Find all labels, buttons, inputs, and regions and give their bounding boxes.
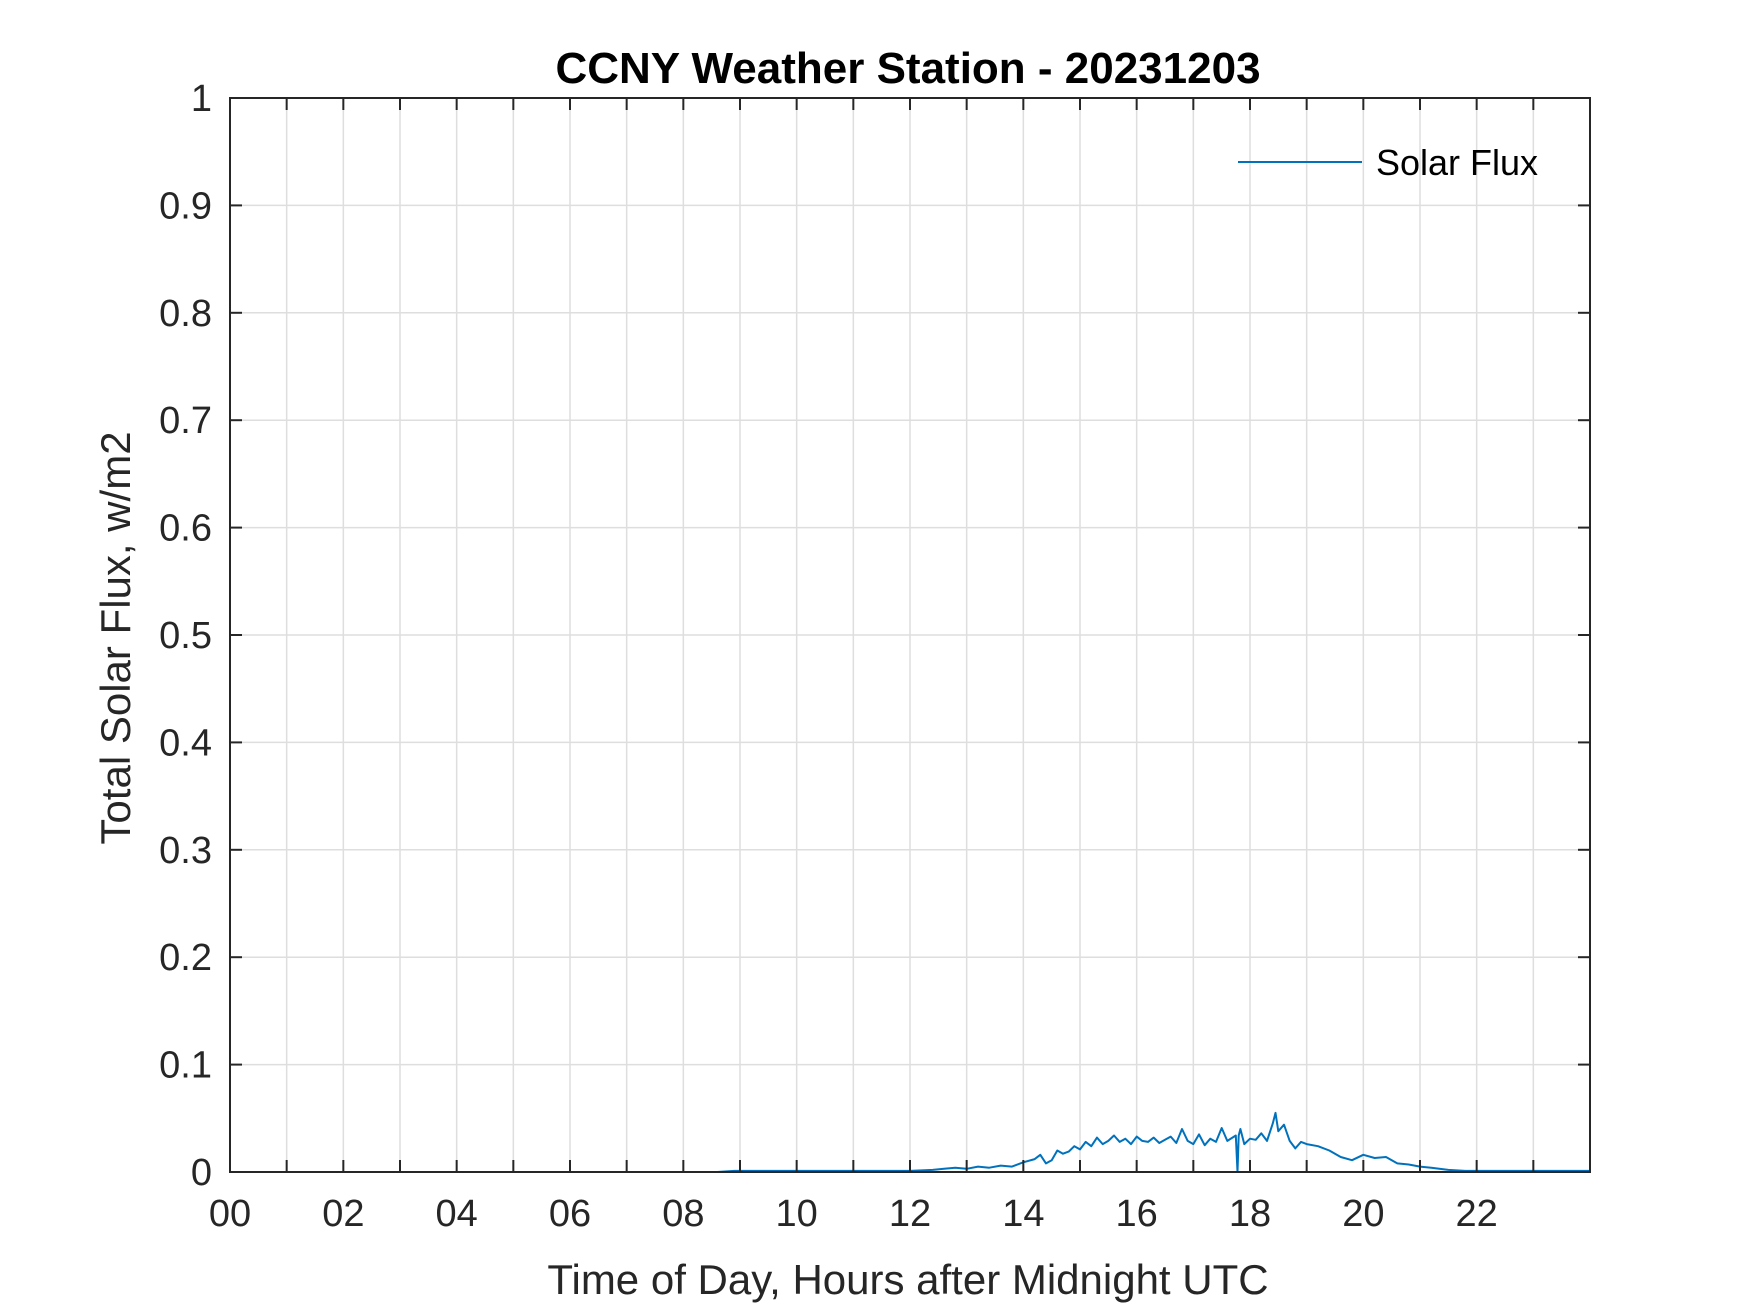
x-tick-label: 04: [436, 1193, 478, 1235]
x-tick-label: 20: [1342, 1193, 1384, 1235]
y-tick-label: 0: [191, 1152, 212, 1194]
legend-label-solar-flux: Solar Flux: [1376, 142, 1538, 183]
x-tick-label: 12: [889, 1193, 931, 1235]
x-tick-label: 18: [1229, 1193, 1271, 1235]
x-tick-label: 08: [662, 1193, 704, 1235]
x-tick-label: 22: [1456, 1193, 1498, 1235]
y-tick-label: 0.8: [159, 293, 212, 335]
y-tick-labels: 0 0.1 0.2 0.3 0.4 0.5 0.6 0.7 0.8 0.9 1: [159, 78, 212, 1194]
series-line-solar-flux: [230, 1111, 1590, 1173]
x-tick-labels: 00 02 04 06 08 10 12 14 16 18 20 22: [209, 1193, 1498, 1235]
y-tick-label: 0.3: [159, 830, 212, 872]
y-tick-label: 1: [191, 78, 212, 120]
x-tick-label: 16: [1116, 1193, 1158, 1235]
x-tick-label: 14: [1002, 1193, 1044, 1235]
y-tick-label: 0.5: [159, 615, 212, 657]
y-axis-title: Total Solar Flux, w/m2: [92, 431, 139, 844]
y-tick-label: 0.7: [159, 400, 212, 442]
y-tick-label: 0.2: [159, 937, 212, 979]
legend: Solar Flux: [1238, 142, 1538, 183]
x-tick-label: 06: [549, 1193, 591, 1235]
y-tick-label: 0.6: [159, 508, 212, 550]
y-tick-label: 0.9: [159, 185, 212, 227]
series-layer: [230, 1111, 1590, 1173]
x-tick-label: 02: [322, 1193, 364, 1235]
x-tick-label: 00: [209, 1193, 251, 1235]
x-axis-title: Time of Day, Hours after Midnight UTC: [547, 1256, 1268, 1303]
axis-ticks: [230, 97, 1590, 1173]
y-tick-label: 0.1: [159, 1045, 212, 1087]
x-tick-label: 10: [776, 1193, 818, 1235]
grid-lines: [230, 98, 1590, 1172]
chart-title: CCNY Weather Station - 20231203: [555, 44, 1260, 93]
y-tick-label: 0.4: [159, 722, 212, 764]
